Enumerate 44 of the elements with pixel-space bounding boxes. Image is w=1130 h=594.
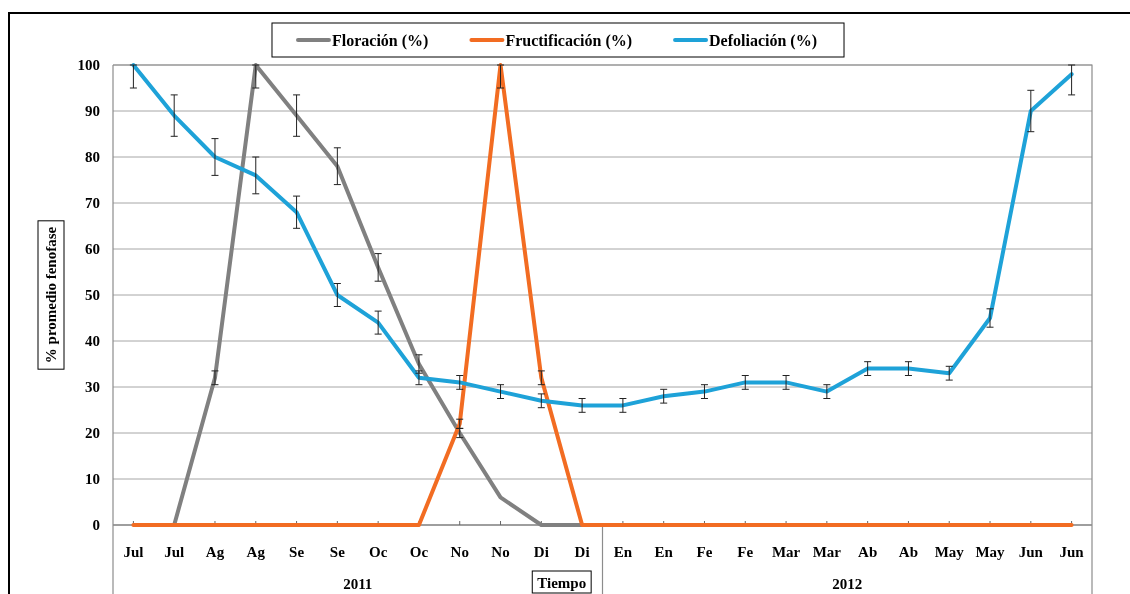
x-tick-label: Jun	[1018, 544, 1044, 560]
x-tick-label: Ab	[858, 544, 878, 560]
y-tick-label: 20	[85, 425, 100, 442]
y-tick-label: 10	[85, 471, 100, 488]
legend-label: Defoliación (%)	[709, 31, 818, 50]
x-tick-label: Ab	[898, 544, 919, 560]
x-tick-label: Jul	[164, 544, 185, 560]
x-tick-label: Jul	[123, 544, 144, 560]
y-tick-label: 60	[85, 241, 100, 258]
x-axis-title: Tiempo	[537, 575, 587, 591]
x-tick-label: Fe	[737, 544, 754, 560]
y-tick-label: 90	[85, 103, 100, 120]
x-tick-label: No	[450, 544, 469, 560]
x-tick-label: Mar	[771, 544, 801, 560]
y-tick-label: 80	[85, 149, 100, 166]
x-tick-label: May	[975, 544, 1006, 560]
y-tick-label: 30	[85, 379, 100, 396]
text: 2011	[343, 576, 373, 592]
x-tick-label: Oc	[368, 544, 388, 560]
x-tick-label: Ag	[205, 544, 225, 560]
x-tick-label: Fe	[696, 544, 713, 560]
y-tick-label: 70	[85, 195, 100, 212]
x-tick-label: No	[491, 544, 510, 560]
y-tick-label: 0	[92, 517, 100, 534]
y-axis-title: % promedio fenofase	[43, 226, 60, 364]
x-tick-label: Mar	[812, 544, 842, 560]
legend-label: Floración (%)	[331, 31, 429, 50]
line-series	[131, 63, 1074, 408]
line-series	[131, 63, 1074, 527]
y-tick-label: 100	[77, 57, 100, 74]
y-tick-label: 50	[85, 287, 100, 304]
x-tick-label: Se	[289, 544, 305, 560]
x-tick-label: En	[613, 544, 633, 560]
y-tick-label: 40	[85, 333, 100, 350]
x-tick-label: Ag	[246, 544, 266, 560]
x-tick-label: May	[934, 544, 965, 560]
x-tick-label: Di	[533, 544, 549, 560]
x-tick-label: Se	[329, 544, 346, 560]
x-tick-label: Di	[574, 544, 590, 560]
x-tick-label: Oc	[409, 544, 429, 560]
text: 2012	[832, 576, 863, 592]
legend-label: Fructificación (%)	[505, 31, 633, 50]
x-tick-label: En	[654, 544, 674, 560]
x-tick-label: Jun	[1059, 544, 1085, 560]
